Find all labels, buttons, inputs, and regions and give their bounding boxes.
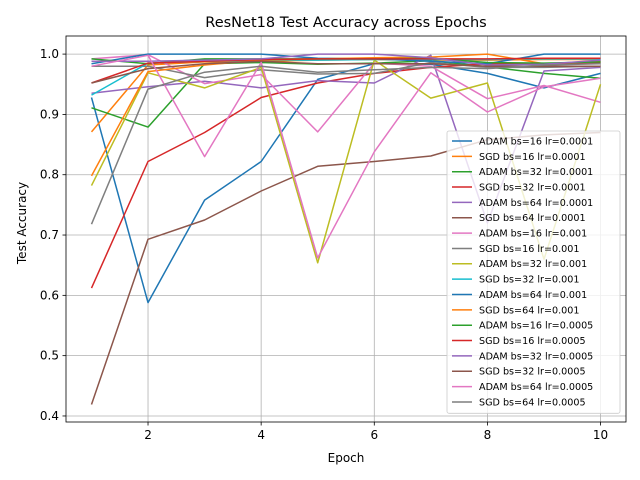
x-tick-label: 6 [370, 428, 378, 442]
x-axis-title: Epoch [328, 451, 365, 465]
y-tick-label: 0.8 [40, 168, 59, 182]
legend-label: SGD bs=32 lr=0.0001 [479, 182, 586, 193]
legend-label: ADAM bs=64 lr=0.001 [479, 290, 587, 301]
legend-label: SGD bs=16 lr=0.0001 [479, 152, 586, 163]
series-lines [90, 53, 602, 405]
series-line-18 [90, 62, 601, 225]
legend-label: ADAM bs=64 lr=0.0005 [479, 382, 593, 393]
series-line-14 [91, 57, 601, 84]
legend-box [446, 130, 621, 414]
series-line-17 [91, 54, 601, 259]
legend-label: SGD bs=32 lr=0.0005 [479, 367, 586, 378]
legend-label: ADAM bs=32 lr=0.0001 [479, 167, 593, 178]
x-tick-label: 10 [593, 428, 608, 442]
y-tick-label: 0.9 [40, 107, 59, 121]
y-tick-label: 0.5 [40, 349, 59, 363]
series-line-7 [91, 53, 601, 133]
x-tick-label: 4 [257, 428, 265, 442]
legend-label: ADAM bs=32 lr=0.001 [479, 259, 587, 270]
legend-label: SGD bs=16 lr=0.0005 [479, 336, 586, 347]
legend-label: ADAM bs=64 lr=0.0001 [479, 198, 593, 209]
y-tick-label: 0.4 [40, 409, 59, 423]
x-tick-label: 2 [144, 428, 152, 442]
y-tick-label: 1.0 [40, 47, 59, 61]
legend-label: SGD bs=64 lr=0.0005 [479, 397, 586, 408]
x-tick-label: 8 [484, 428, 492, 442]
series-line-15 [91, 53, 601, 66]
plot-frame [65, 35, 627, 423]
legend-label: SGD bs=64 lr=0.0001 [479, 213, 586, 224]
y-tick-label: 0.7 [40, 228, 59, 242]
legend-label: SGD bs=64 lr=0.001 [479, 305, 579, 316]
legend-label: ADAM bs=16 lr=0.0001 [479, 136, 593, 147]
legend-label: ADAM bs=16 lr=0.0005 [479, 321, 593, 332]
legend: ADAM bs=16 lr=0.0001 SGD bs=16 lr=0.0001 A… [446, 130, 621, 414]
legend-label: ADAM bs=32 lr=0.0005 [479, 351, 593, 362]
legend-label: SGD bs=32 lr=0.001 [479, 275, 579, 286]
y-tick-label: 0.6 [40, 288, 59, 302]
legend-label: ADAM bs=16 lr=0.001 [479, 229, 587, 240]
y-axis-title: Test Accuracy [15, 182, 29, 265]
legend-label: SGD bs=16 lr=0.001 [479, 244, 579, 255]
chart-title: ResNet18 Test Accuracy across Epochs [205, 15, 486, 31]
axis-ticks: 2 4 6 8 10 0.4 0.5 0.6 0.7 0.8 0.9 1.0 [40, 47, 608, 442]
